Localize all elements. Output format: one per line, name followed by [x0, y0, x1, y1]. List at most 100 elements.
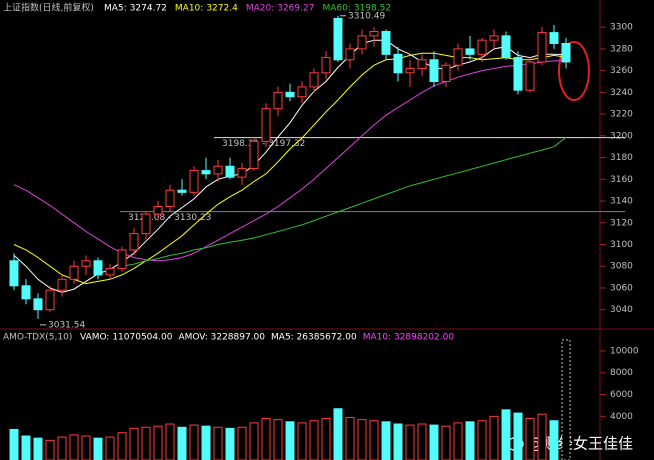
candle-body [117, 249, 127, 269]
indicator: MA5: 26385672.00 [271, 333, 357, 343]
candle-body [333, 17, 343, 61]
volume-bar [561, 339, 571, 460]
reference-label: 3129.08 - 3130.23 [128, 213, 211, 223]
volume-bar [57, 436, 67, 460]
candle-body [465, 48, 475, 55]
legend-label: MA60: [322, 4, 350, 14]
candle-body [9, 260, 19, 287]
legend-label: MA10: [175, 4, 203, 14]
highlight-circle [558, 41, 590, 101]
candle-body [453, 48, 463, 66]
y-tick-label: 3080 [610, 262, 633, 272]
volume-bar [93, 437, 103, 460]
indicator: MA10: 32898202.00 [363, 333, 455, 343]
candle-body [357, 35, 367, 50]
candle-body [345, 48, 355, 61]
volume-bar [21, 435, 31, 460]
volume-bar [261, 418, 271, 460]
candle-body [225, 165, 235, 178]
volume-bar [33, 437, 43, 460]
y-tick-label: 3220 [610, 110, 633, 120]
candle-body [189, 170, 199, 193]
candle-body [81, 260, 91, 267]
volume-bar [369, 420, 379, 460]
y-tick-label: 3160 [610, 175, 633, 185]
volume-bar [237, 426, 247, 460]
candle-body [309, 72, 319, 88]
y-tick-label: 3140 [610, 197, 633, 207]
candle-body [45, 289, 55, 311]
y-tick-label: 3280 [610, 44, 633, 54]
volume-bar [441, 425, 451, 460]
volume-bar [273, 419, 283, 460]
volume-bar [429, 424, 439, 460]
ma-line [13, 60, 567, 262]
volume-bar [417, 423, 427, 460]
volume-bar [129, 427, 139, 460]
volume-bar [321, 418, 331, 460]
candle-body [249, 140, 259, 169]
candle-body [321, 57, 331, 74]
y-tick-label: 3200 [610, 131, 633, 141]
volume-bar [357, 419, 367, 460]
candle-body [93, 260, 103, 276]
volume-bar [549, 420, 559, 460]
candle-body [297, 86, 307, 98]
candle-body [21, 285, 31, 300]
volume-bar [465, 421, 475, 460]
y-tick-label: 3260 [610, 66, 633, 76]
volume-bar [537, 413, 547, 460]
volume-bar [501, 409, 511, 460]
volume-bar [345, 416, 355, 460]
candle-body [417, 59, 427, 69]
annotation-label: 3310.49 [348, 11, 385, 21]
candle-body [33, 298, 43, 311]
candle-body [69, 265, 79, 280]
legend-value: 3269.27 [277, 4, 314, 14]
candle-body [561, 42, 571, 63]
volume-bar [69, 434, 79, 460]
indicator: AMOV: 3228897.00 [178, 333, 265, 343]
volume-bar [477, 420, 487, 460]
candle-body [273, 91, 283, 110]
volume-bar [9, 428, 19, 460]
candle-body [381, 31, 391, 55]
candle-body [441, 64, 451, 82]
candle-body [549, 32, 559, 44]
price-header: 上证指数(日线,前复权) MA5: 3274.72 MA10: 3272.4 MA20:… [3, 2, 391, 14]
candle-body [285, 91, 295, 98]
indicator: VAMO: 11070504.00 [80, 333, 173, 343]
candle-body [237, 167, 247, 178]
legend-label: MA20: [246, 4, 274, 14]
volume-bar [285, 421, 295, 460]
y-tick-label: 3180 [610, 153, 633, 163]
volume-bar [165, 423, 175, 460]
candle-body [537, 32, 547, 63]
candle-body [477, 39, 487, 55]
y-tick-label: 8000 [610, 368, 633, 378]
candle-body [501, 35, 511, 59]
volume-bar [177, 426, 187, 460]
volume-bar [189, 424, 199, 460]
candle-body [393, 53, 403, 74]
candle-body [153, 205, 163, 215]
volume-bar [201, 425, 211, 460]
candle-body [57, 278, 67, 291]
volume-bar [489, 415, 499, 460]
volume-bar [525, 418, 535, 460]
reference-label: 3198.31 - 3197.32 [222, 139, 305, 149]
ma-line [121, 137, 567, 267]
chart-title: 上证指数(日线,前复权) [3, 2, 94, 14]
y-tick-label: 3100 [610, 240, 633, 250]
volume-bar [297, 422, 307, 460]
candle-body [105, 267, 115, 276]
candle-body [261, 108, 271, 142]
volume-title: AMO-TDX(5,10) [3, 333, 72, 343]
volume-bar [393, 423, 403, 460]
y-tick-label: 4000 [610, 412, 633, 422]
volume-bar [105, 436, 115, 460]
volume-bar [141, 426, 151, 460]
candle-body [165, 189, 175, 207]
legend-value: 3272.4 [206, 4, 238, 14]
